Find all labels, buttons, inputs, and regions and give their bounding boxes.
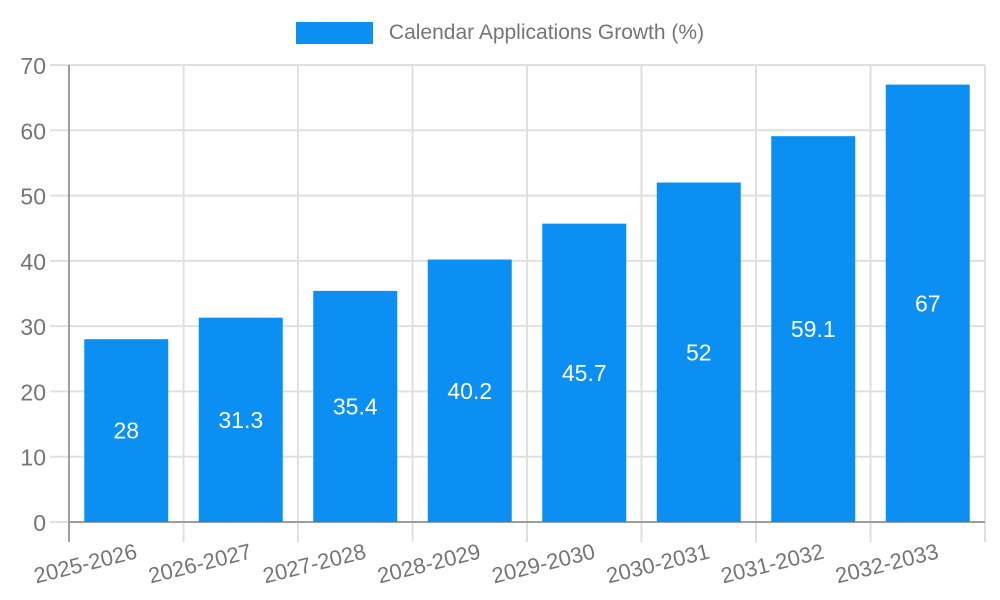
bar: [313, 290, 398, 522]
bar-value-label: 67: [915, 290, 941, 316]
x-axis-tick-label: 2030-2031: [604, 539, 712, 589]
y-axis-tick-label: 10: [20, 445, 46, 471]
y-axis-tick-label: 40: [20, 249, 46, 275]
y-axis-tick-label: 60: [20, 118, 46, 144]
bar-value-label: 59.1: [791, 316, 836, 342]
bar: [542, 223, 627, 522]
bar: [656, 182, 741, 522]
bar-value-label: 31.3: [218, 407, 263, 433]
bar-value-label: 40.2: [447, 378, 492, 404]
y-axis-tick-label: 70: [20, 53, 46, 79]
y-axis-tick-label: 30: [20, 314, 46, 340]
bar-value-label: 28: [113, 418, 139, 444]
x-axis-tick-label: 2029-2030: [489, 539, 597, 589]
bar-value-label: 52: [686, 339, 712, 365]
bar: [771, 136, 856, 522]
x-axis-tick-label: 2028-2029: [375, 539, 483, 589]
bar: [885, 84, 970, 522]
y-axis-tick-label: 20: [20, 379, 46, 405]
bar-value-label: 35.4: [333, 393, 378, 419]
bar: [198, 317, 283, 522]
bar-value-label: 45.7: [562, 360, 607, 386]
x-axis-tick-label: 2027-2028: [260, 539, 368, 589]
x-axis-tick-label: 2032-2033: [833, 539, 941, 589]
bar: [84, 339, 169, 522]
y-axis-tick-label: 50: [20, 184, 46, 210]
x-axis-tick-label: 2026-2027: [146, 539, 254, 589]
x-axis-tick-label: 2025-2026: [31, 539, 139, 589]
x-axis-tick-label: 2031-2032: [718, 539, 826, 589]
bar: [427, 259, 512, 522]
y-axis-tick-label: 0: [33, 510, 46, 536]
